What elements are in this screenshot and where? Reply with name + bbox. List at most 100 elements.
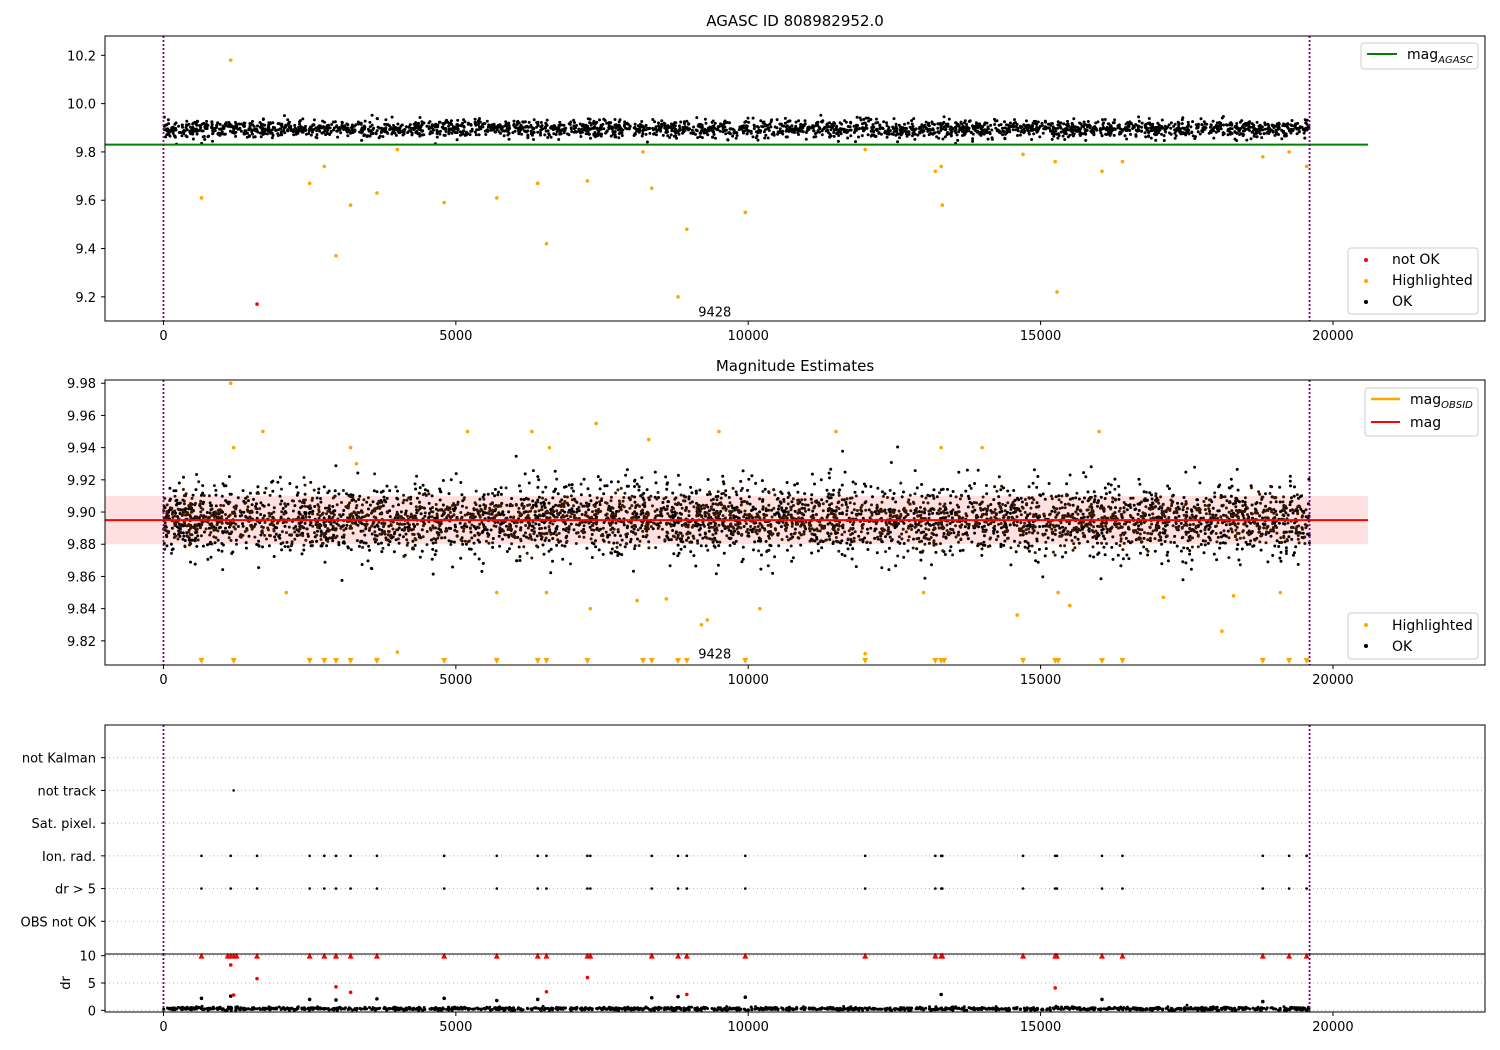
series-ok-point bbox=[1218, 541, 1222, 545]
series-ok-point bbox=[802, 124, 806, 128]
series-ok-point bbox=[168, 486, 172, 490]
series-ok-point bbox=[784, 510, 788, 514]
series-ok-point bbox=[427, 501, 431, 505]
series-ok-point bbox=[1041, 492, 1045, 496]
series-ok-point bbox=[604, 530, 608, 534]
series-ok-point bbox=[937, 131, 941, 135]
series-ok-point bbox=[221, 543, 225, 547]
series-ok-point bbox=[706, 493, 709, 497]
series-ok-point bbox=[354, 123, 358, 127]
series-ok-point bbox=[381, 129, 385, 133]
series-ok-point bbox=[829, 128, 833, 132]
series-ok-point bbox=[1112, 127, 1116, 131]
series-ok-point bbox=[166, 118, 170, 122]
series-ok-point bbox=[573, 129, 577, 133]
series-ok-point bbox=[732, 131, 736, 135]
series-ok-point bbox=[1044, 120, 1048, 124]
series-ok-point bbox=[931, 127, 935, 131]
series-ok-point bbox=[458, 130, 462, 134]
series-ok-point bbox=[363, 119, 367, 123]
series-ok-point bbox=[1296, 562, 1300, 566]
series-ok-point bbox=[594, 126, 597, 130]
series-ok-point bbox=[761, 507, 765, 511]
series-ok-point bbox=[1177, 123, 1181, 127]
series-ok-point bbox=[939, 125, 943, 128]
series-ok-point bbox=[694, 489, 698, 493]
series-ok-point bbox=[383, 498, 386, 502]
series-ok-point bbox=[751, 505, 755, 509]
series-ok-point bbox=[903, 122, 906, 126]
series-ok-point bbox=[705, 128, 709, 132]
series-ok-point bbox=[927, 124, 931, 128]
series-ok-point bbox=[797, 119, 801, 123]
series-ok-point bbox=[531, 469, 535, 473]
series-ok-point bbox=[849, 120, 853, 124]
series-ok-point bbox=[358, 130, 362, 134]
series-ok-point bbox=[639, 526, 643, 530]
series-ok-point bbox=[744, 124, 748, 128]
series-ok-point bbox=[908, 125, 912, 129]
series-ok-point bbox=[625, 468, 629, 472]
series-ok-point bbox=[791, 556, 795, 560]
series-ok-point bbox=[165, 133, 169, 137]
series-ok-point bbox=[1092, 500, 1096, 504]
series-ok-point bbox=[734, 515, 738, 519]
series-ok-point bbox=[234, 538, 238, 542]
series-ok-point bbox=[1305, 118, 1309, 122]
series-ok-point bbox=[780, 506, 784, 510]
series-ok-point bbox=[572, 118, 576, 122]
series-ok-point bbox=[441, 125, 445, 129]
series-ok-point bbox=[1147, 134, 1151, 138]
series-ok-point bbox=[522, 534, 526, 538]
series-ok-point bbox=[1068, 133, 1072, 137]
series-ok-point bbox=[997, 502, 1001, 505]
y-tick-label: 10.0 bbox=[67, 98, 96, 113]
series-ok-point bbox=[885, 121, 888, 125]
series-ok-point bbox=[890, 132, 894, 136]
series-ok-point bbox=[203, 138, 207, 141]
series-ok-point bbox=[388, 515, 392, 519]
series-ok-point bbox=[986, 125, 990, 129]
series-ok-point bbox=[527, 125, 530, 129]
series-ok-point bbox=[255, 510, 259, 514]
series-ok-point bbox=[539, 128, 543, 132]
series-ok-point bbox=[267, 503, 271, 507]
series-ok-point bbox=[1235, 122, 1239, 125]
series-ok-point bbox=[549, 135, 553, 139]
series-ok-point bbox=[368, 548, 371, 552]
series-ok-point bbox=[517, 545, 521, 549]
series-ok-point bbox=[687, 122, 690, 126]
series-ok-point bbox=[1147, 117, 1151, 120]
series-ok-point bbox=[716, 494, 720, 498]
series-ok-point bbox=[750, 474, 754, 478]
series-ok-point bbox=[464, 542, 468, 546]
series-ok-point bbox=[633, 500, 637, 504]
series-ok-point bbox=[1096, 541, 1099, 545]
series-ok-point bbox=[1083, 130, 1087, 134]
series-ok-point bbox=[781, 129, 785, 133]
series-ok-point bbox=[314, 135, 318, 139]
series-ok-point bbox=[976, 468, 980, 472]
series-ok-point bbox=[1131, 127, 1135, 130]
series-ok-point bbox=[871, 495, 874, 499]
series-ok-point bbox=[1152, 127, 1156, 131]
series-ok-point bbox=[300, 552, 304, 556]
series-ok-point bbox=[904, 132, 908, 136]
series-ok-point bbox=[567, 133, 571, 137]
series-ok-point bbox=[441, 479, 445, 482]
series-ok-point bbox=[1202, 551, 1206, 555]
series-ok-point bbox=[293, 504, 297, 508]
series-ok-point bbox=[840, 122, 844, 126]
series-ok-point bbox=[935, 533, 938, 537]
series-ok-point bbox=[972, 127, 976, 131]
series-ok-point bbox=[1173, 131, 1177, 135]
series-ok-point bbox=[200, 122, 204, 126]
series-ok-point bbox=[1086, 120, 1090, 123]
series-ok-point bbox=[982, 540, 986, 544]
series-ok-point bbox=[1129, 132, 1132, 136]
series-ok-point bbox=[706, 133, 710, 137]
series-ok-point bbox=[318, 129, 322, 133]
series-ok-point bbox=[259, 501, 263, 505]
series-ok-point bbox=[1111, 500, 1115, 504]
series-ok-point bbox=[1084, 138, 1088, 142]
